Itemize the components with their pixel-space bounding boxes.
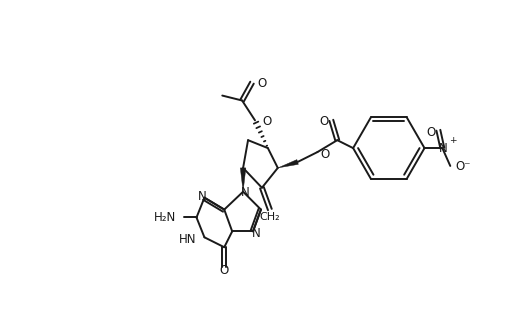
Text: H₂N: H₂N xyxy=(153,211,176,224)
Text: O: O xyxy=(426,126,435,139)
Polygon shape xyxy=(278,160,298,168)
Text: CH₂: CH₂ xyxy=(260,212,280,223)
Text: N: N xyxy=(241,186,249,199)
Text: O: O xyxy=(319,115,328,128)
Text: O: O xyxy=(257,77,266,90)
Text: O⁻: O⁻ xyxy=(455,160,471,173)
Text: O: O xyxy=(321,148,330,161)
Polygon shape xyxy=(240,168,246,192)
Text: O: O xyxy=(219,264,229,277)
Text: O: O xyxy=(262,115,271,128)
Text: HN: HN xyxy=(179,233,197,246)
Text: N: N xyxy=(251,227,261,240)
Text: N: N xyxy=(198,190,207,203)
Text: N: N xyxy=(439,142,448,155)
Text: +: + xyxy=(449,136,457,145)
